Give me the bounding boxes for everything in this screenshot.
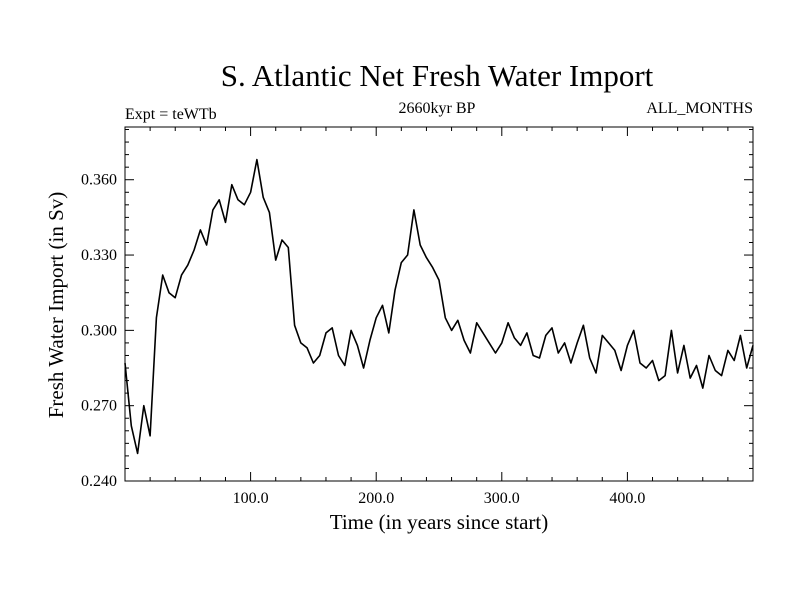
- x-tick-label: 100.0: [233, 490, 269, 507]
- months-label: ALL_MONTHS: [646, 100, 753, 117]
- x-tick-label: 300.0: [484, 490, 520, 507]
- y-tick-label: 0.240: [81, 473, 117, 490]
- x-axis-label: Time (in years since start): [330, 510, 549, 534]
- series-layer: [124, 158, 754, 455]
- x-tick-label: 400.0: [609, 490, 645, 507]
- x-tick-label: 200.0: [358, 490, 394, 507]
- axes: 100.0 200.0 300.0 400.0 0.240 0.270 0.300 0.330…: [81, 127, 753, 507]
- y-tick-label: 0.300: [81, 322, 117, 339]
- y-tick-label: 0.330: [81, 247, 117, 264]
- y-tick-label: 0.270: [81, 398, 117, 415]
- series-line-0: [124, 158, 754, 455]
- y-tick-label: 0.360: [81, 172, 117, 189]
- chart-title: S. Atlantic Net Fresh Water Import: [221, 58, 654, 93]
- experiment-label: Expt = teWTb: [125, 106, 217, 123]
- period-label: 2660kyr BP: [399, 100, 476, 117]
- plot-frame: [124, 126, 754, 482]
- y-axis-label: Fresh Water Import (in Sv): [44, 192, 68, 419]
